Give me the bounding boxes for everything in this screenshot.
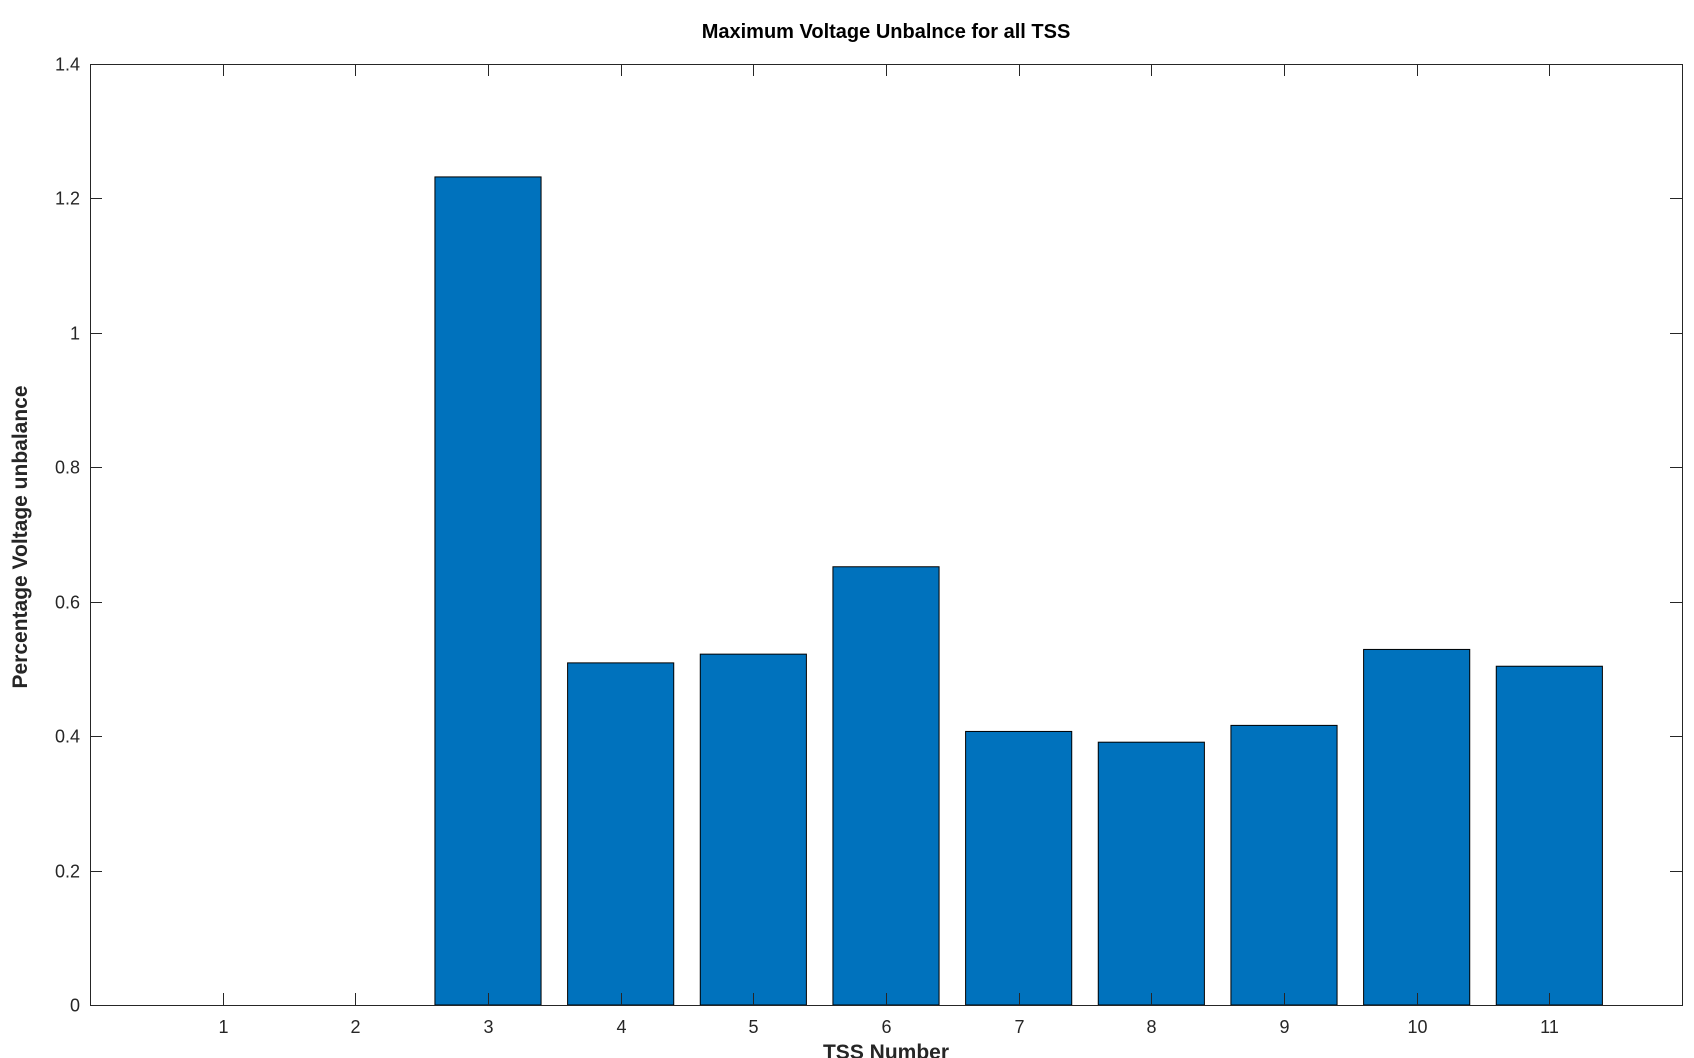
y-axis-label: Percentage Voltage unbalance xyxy=(9,385,32,688)
y-tick-label: 0.4 xyxy=(55,727,80,747)
chart-title: Maximum Voltage Unbalnce for all TSS xyxy=(702,21,1071,43)
bar-tss-10 xyxy=(1363,648,1471,1006)
x-tick-label: 1 xyxy=(218,1017,228,1037)
bars-group xyxy=(434,176,1603,1006)
bar-tss-5 xyxy=(699,653,807,1006)
x-tick-label: 11 xyxy=(1540,1017,1559,1037)
y-tick-label: 0.2 xyxy=(55,862,80,882)
x-tick-label: 6 xyxy=(881,1017,891,1037)
x-axis-label: TSS Number xyxy=(823,1041,949,1058)
bar-tss-4 xyxy=(567,662,675,1006)
x-tick-label: 3 xyxy=(483,1017,493,1037)
bar-tss-9 xyxy=(1230,724,1338,1006)
y-tick-label: 1 xyxy=(70,324,80,344)
y-tick-label: 0.6 xyxy=(55,593,80,613)
y-tick-label: 0 xyxy=(70,996,80,1016)
bar-tss-7 xyxy=(965,730,1073,1006)
x-tick-label: 9 xyxy=(1279,1017,1289,1037)
ticks-group: 1 2 3 4 5 6 7 8 9 10 11 0 0.2 0.4 0.6 0.8 1 1.2 1.4 xyxy=(55,55,1682,1037)
x-tick-label: 4 xyxy=(616,1017,626,1037)
bar-tss-11 xyxy=(1495,665,1603,1006)
x-tick-label: 2 xyxy=(350,1017,360,1037)
y-tick-label: 1.2 xyxy=(55,189,80,209)
y-tick-label: 0.8 xyxy=(55,458,80,478)
bar-tss-3 xyxy=(434,176,542,1006)
bar-tss-6 xyxy=(832,566,940,1006)
y-tick-label: 1.4 xyxy=(55,55,80,75)
bar-tss-8 xyxy=(1097,741,1205,1006)
x-tick-label: 10 xyxy=(1407,1017,1427,1037)
x-tick-label: 8 xyxy=(1146,1017,1156,1037)
x-tick-label: 7 xyxy=(1014,1017,1024,1037)
x-tick-label: 5 xyxy=(748,1017,758,1037)
